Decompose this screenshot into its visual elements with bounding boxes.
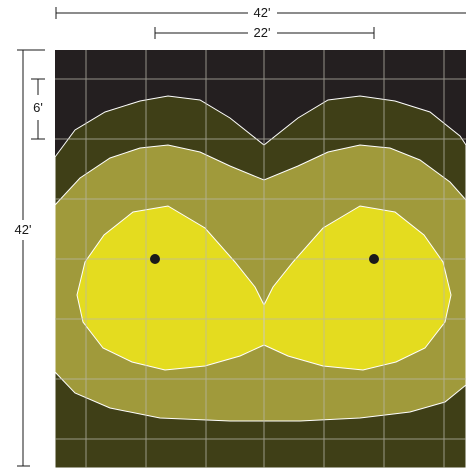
grid: [55, 50, 466, 468]
dimension-grid-spacing: [31, 78, 45, 140]
fixture-dot-right: [369, 254, 379, 264]
overall-height-label: 42': [15, 222, 32, 237]
grid-spacing-label: 6': [33, 100, 43, 115]
contour-inner-left: [76, 205, 265, 371]
dimension-overall-width: [55, 7, 466, 19]
inner-spacing-label: 22': [254, 25, 271, 40]
overall-width-label: 42': [254, 5, 271, 20]
dimension-inner-spacing: [154, 27, 375, 39]
contour-inner-right: [263, 205, 452, 371]
dimension-overall-height: [17, 49, 45, 467]
fixture-dot-left: [150, 254, 160, 264]
